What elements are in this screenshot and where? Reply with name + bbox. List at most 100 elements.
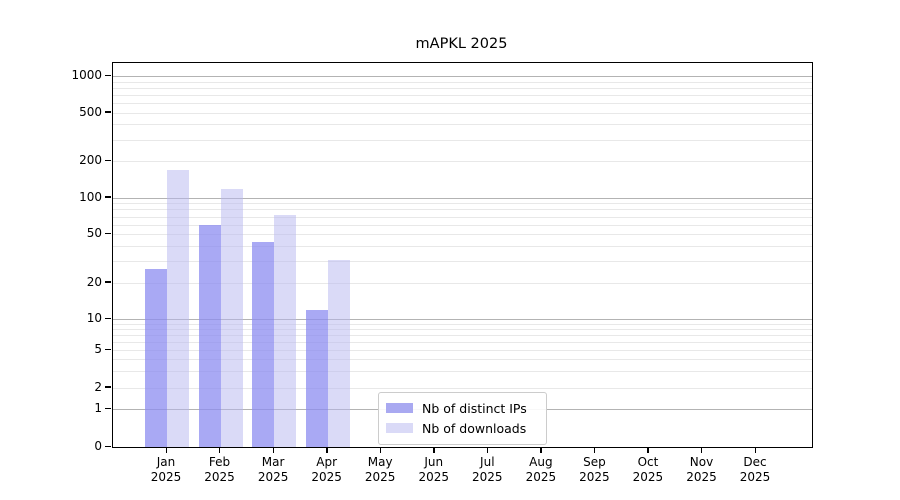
- x-tick-year: 2025: [204, 470, 235, 484]
- x-tick-year: 2025: [525, 470, 557, 484]
- gridline-minor: [113, 329, 812, 331]
- legend-label-distinct-ips: Nb of distinct IPs: [422, 400, 527, 416]
- gridline-minor: [113, 87, 812, 89]
- y-tick-mark: [105, 407, 111, 410]
- x-tick-label: Aug 2025: [511, 455, 571, 485]
- x-tick-year: 2025: [632, 470, 664, 484]
- x-tick-year: 2025: [257, 470, 289, 484]
- bar-distinct-ips: [145, 268, 167, 447]
- y-tick-mark: [105, 111, 111, 113]
- legend-item-downloads: Nb of downloads: [386, 418, 538, 438]
- x-tick-month: Jun: [424, 455, 444, 469]
- y-tick-mark: [105, 386, 111, 388]
- x-tick-mark: [540, 448, 542, 453]
- x-tick-mark: [272, 448, 274, 453]
- legend-label-downloads: Nb of downloads: [422, 420, 527, 436]
- gridline-minor: [113, 359, 812, 361]
- gridline-minor: [113, 261, 812, 263]
- x-tick-mark: [326, 448, 328, 453]
- x-tick-month: Nov: [689, 455, 714, 469]
- x-tick-label: Dec 2025: [725, 455, 785, 485]
- x-tick-month: Jul: [480, 455, 495, 469]
- y-tick-mark: [105, 159, 111, 161]
- x-tick-label: Jan 2025: [136, 455, 196, 485]
- legend-swatch-distinct-ips-icon: [386, 403, 413, 413]
- gridline-minor: [113, 103, 812, 105]
- bar-downloads: [274, 215, 297, 447]
- x-tick-label: Sep 2025: [564, 455, 624, 485]
- chart-title: mAPKL 2025: [415, 36, 508, 52]
- x-tick-mark: [165, 448, 167, 453]
- y-tick-mark: [105, 232, 111, 235]
- gridline-minor: [113, 341, 812, 343]
- x-tick-month: Oct: [637, 455, 659, 469]
- gridline-minor: [113, 209, 812, 211]
- bar-downloads: [327, 259, 350, 447]
- x-tick-year: 2025: [150, 470, 182, 484]
- gridline-minor: [113, 124, 812, 126]
- x-tick-label: Jul 2025: [457, 455, 517, 485]
- x-tick-mark: [754, 448, 756, 453]
- gridline-minor: [113, 350, 812, 351]
- gridline-minor: [113, 94, 812, 96]
- gridline-minor: [113, 81, 812, 83]
- bar-distinct-ips: [198, 224, 221, 447]
- y-tick-mark: [105, 445, 111, 447]
- x-tick-month: Jan: [156, 455, 176, 469]
- x-tick-month: Apr: [316, 455, 338, 469]
- legend-swatch-downloads-icon: [386, 423, 413, 433]
- gridline-minor: [113, 371, 812, 373]
- x-tick-mark: [593, 448, 596, 453]
- y-tick-label: 500: [79, 104, 102, 119]
- y-tick-label: 20: [86, 274, 102, 289]
- x-tick-year: 2025: [739, 470, 771, 484]
- gridline-major: [113, 319, 812, 321]
- x-tick-year: 2025: [364, 470, 396, 484]
- plot-area: Nb of distinct IPs Nb of downloads: [112, 62, 813, 448]
- x-tick-label: Mar 2025: [243, 455, 303, 485]
- y-tick-label: 50: [86, 226, 102, 241]
- x-tick-mark: [433, 448, 435, 453]
- gridline-minor: [113, 203, 812, 205]
- x-tick-label: Oct 2025: [618, 455, 678, 485]
- bar-downloads: [220, 188, 243, 447]
- gridline-minor: [113, 216, 812, 218]
- y-tick-mark: [105, 281, 111, 283]
- y-tick-label: 10: [86, 311, 102, 326]
- x-tick-month: May: [367, 455, 393, 469]
- y-tick-label: 1: [94, 401, 102, 416]
- gridline-minor: [113, 387, 812, 389]
- y-tick-label: 1000: [71, 68, 102, 83]
- gridline-minor: [113, 246, 812, 248]
- gridline-minor: [113, 234, 812, 236]
- x-tick-label: Apr 2025: [297, 455, 357, 485]
- x-tick-year: 2025: [686, 470, 717, 484]
- gridline-major: [113, 76, 812, 78]
- gridline-minor: [113, 282, 812, 284]
- gridline-minor: [113, 323, 812, 325]
- x-tick-year: 2025: [579, 470, 610, 484]
- gridline-minor: [113, 224, 812, 226]
- y-tick-label: 5: [94, 342, 102, 356]
- x-tick-mark: [379, 448, 382, 453]
- x-tick-month: Dec: [743, 455, 767, 469]
- gridline-minor: [113, 335, 812, 337]
- x-tick-label: Feb 2025: [190, 455, 250, 485]
- gridline-minor: [113, 139, 812, 141]
- bar-distinct-ips: [305, 309, 328, 447]
- gridline-major: [113, 197, 812, 199]
- legend-item-distinct-ips: Nb of distinct IPs: [386, 398, 538, 418]
- y-tick-label: 100: [79, 189, 102, 204]
- x-tick-mark: [486, 448, 489, 453]
- y-tick-label: 2: [94, 379, 102, 394]
- y-tick-mark: [105, 348, 111, 350]
- y-tick-label: 0: [94, 439, 102, 453]
- x-tick-month: Aug: [529, 455, 553, 469]
- x-tick-label: May 2025: [350, 455, 410, 485]
- bar-downloads: [167, 169, 189, 447]
- legend: Nb of distinct IPs Nb of downloads: [378, 392, 547, 445]
- gridline-minor: [113, 161, 812, 163]
- y-tick-mark: [105, 74, 111, 76]
- x-tick-month: Feb: [208, 455, 231, 469]
